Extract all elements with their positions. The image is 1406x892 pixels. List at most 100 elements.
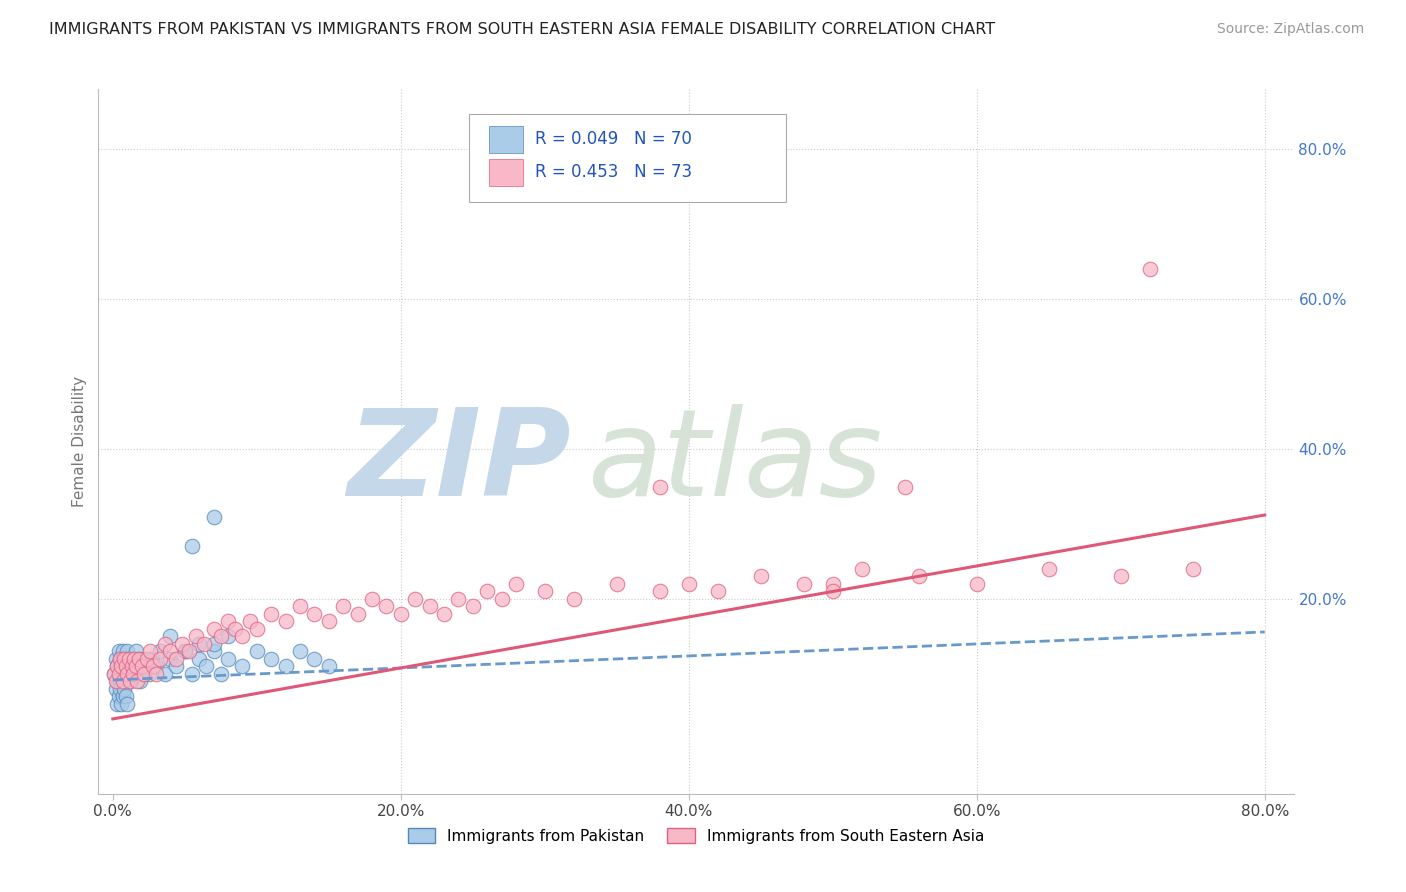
- Point: [209, 630, 232, 644]
- Text: ZIP: ZIP: [347, 404, 571, 521]
- Point: [110, 697, 132, 711]
- Point: [217, 652, 239, 666]
- Point: [181, 667, 204, 681]
- Point: [120, 659, 142, 673]
- Point: [124, 659, 146, 673]
- Point: [115, 697, 138, 711]
- Point: [318, 615, 340, 629]
- Point: [118, 652, 141, 666]
- Point: [304, 652, 326, 666]
- Point: [195, 659, 218, 673]
- Point: [121, 659, 143, 673]
- Point: [433, 607, 456, 621]
- Point: [114, 667, 136, 681]
- Point: [332, 599, 354, 614]
- Legend: Immigrants from Pakistan, Immigrants from South Eastern Asia: Immigrants from Pakistan, Immigrants fro…: [402, 822, 990, 850]
- Point: [389, 607, 412, 621]
- Point: [132, 667, 155, 681]
- Point: [107, 667, 129, 681]
- Point: [127, 667, 149, 681]
- Point: [606, 577, 628, 591]
- Point: [114, 690, 136, 704]
- Point: [159, 630, 181, 644]
- Point: [105, 674, 128, 689]
- Point: [202, 509, 225, 524]
- Point: [114, 659, 136, 673]
- Point: [105, 659, 128, 673]
- Point: [149, 652, 172, 666]
- Point: [821, 577, 844, 591]
- Point: [706, 584, 728, 599]
- Point: [103, 667, 125, 681]
- Point: [104, 652, 127, 666]
- Point: [105, 697, 128, 711]
- Point: [115, 659, 138, 673]
- Point: [505, 577, 527, 591]
- Point: [136, 652, 159, 666]
- Point: [120, 674, 142, 689]
- Point: [134, 652, 156, 666]
- Point: [231, 630, 253, 644]
- Point: [153, 667, 176, 681]
- Bar: [489, 126, 523, 153]
- Point: [122, 667, 145, 681]
- Point: [112, 674, 135, 689]
- Point: [134, 667, 156, 681]
- Point: [461, 599, 484, 614]
- Point: [122, 652, 145, 666]
- Point: [110, 659, 132, 673]
- Point: [648, 479, 671, 493]
- Point: [131, 659, 153, 673]
- Point: [908, 569, 931, 583]
- Point: [346, 607, 368, 621]
- Point: [103, 667, 125, 681]
- Point: [128, 652, 150, 666]
- Point: [246, 622, 269, 636]
- Point: [111, 690, 134, 704]
- Point: [375, 599, 398, 614]
- Point: [562, 591, 585, 606]
- Point: [128, 652, 150, 666]
- Point: [159, 652, 181, 666]
- Point: [202, 644, 225, 658]
- Point: [533, 584, 555, 599]
- Point: [419, 599, 441, 614]
- Point: [217, 615, 239, 629]
- Point: [304, 607, 326, 621]
- Point: [217, 630, 239, 644]
- Point: [260, 607, 283, 621]
- Point: [165, 652, 187, 666]
- Point: [107, 690, 129, 704]
- Point: [165, 659, 187, 673]
- Point: [139, 644, 162, 658]
- Point: [173, 644, 195, 658]
- Point: [186, 630, 208, 644]
- Text: atlas: atlas: [589, 404, 884, 521]
- Point: [851, 562, 873, 576]
- Point: [188, 652, 211, 666]
- Point: [749, 569, 772, 583]
- Point: [893, 479, 915, 493]
- Point: [648, 584, 671, 599]
- Point: [193, 637, 215, 651]
- Point: [145, 659, 167, 673]
- Point: [111, 652, 134, 666]
- Point: [125, 644, 148, 658]
- Point: [107, 644, 129, 658]
- Point: [129, 674, 152, 689]
- Point: [124, 652, 146, 666]
- Point: [260, 652, 283, 666]
- Point: [361, 591, 384, 606]
- Point: [120, 674, 142, 689]
- Point: [108, 652, 131, 666]
- Point: [159, 644, 181, 658]
- Point: [110, 659, 132, 673]
- Point: [202, 637, 225, 651]
- Point: [149, 644, 172, 658]
- Point: [170, 637, 193, 651]
- Point: [104, 674, 127, 689]
- Point: [153, 637, 176, 651]
- Point: [246, 644, 269, 658]
- Point: [239, 615, 262, 629]
- Point: [179, 644, 201, 658]
